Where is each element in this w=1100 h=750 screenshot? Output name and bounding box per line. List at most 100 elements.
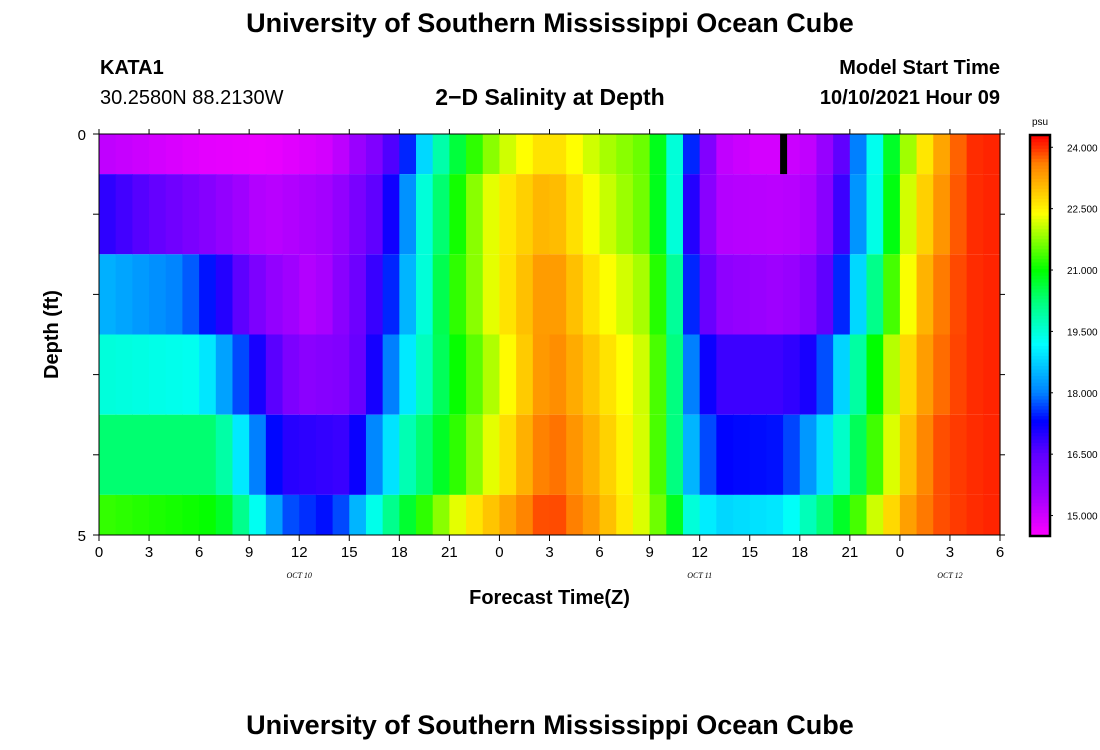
heatmap-cell xyxy=(883,254,901,335)
heatmap-cell xyxy=(432,254,450,335)
x-tick-label: 21 xyxy=(441,544,458,561)
heatmap-cell xyxy=(783,494,801,535)
current-time-marker xyxy=(780,134,788,175)
heatmap-cell xyxy=(115,174,133,255)
heatmap-cell xyxy=(516,174,534,255)
heatmap-cell xyxy=(349,414,367,495)
colorbar-segment xyxy=(1030,215,1050,220)
colorbar-segment xyxy=(1030,195,1050,199)
heatmap-cell xyxy=(382,134,400,175)
heatmap-cell xyxy=(699,134,717,175)
heatmap-cell xyxy=(733,494,751,535)
heatmap-cell xyxy=(883,134,901,175)
heatmap-cell xyxy=(165,174,184,255)
heatmap-cell xyxy=(199,134,217,175)
heatmap-cell xyxy=(632,494,651,535)
colorbar-segment xyxy=(1030,355,1050,360)
heatmap-cell xyxy=(532,174,551,255)
plot-title: 2−D Salinity at Depth xyxy=(435,84,665,110)
heatmap-cell xyxy=(265,174,284,255)
date-label: OCT 11 xyxy=(687,571,712,580)
heatmap-cell xyxy=(699,494,717,535)
heatmap-cell xyxy=(115,414,133,495)
heatmap-cell xyxy=(816,414,834,495)
heatmap-cell xyxy=(883,174,901,255)
heatmap-cell xyxy=(649,414,667,495)
colorbar-segment xyxy=(1030,211,1050,216)
heatmap-cell xyxy=(416,174,434,255)
heatmap-cell xyxy=(532,334,551,415)
heatmap-cell xyxy=(332,254,350,335)
heatmap-cell xyxy=(766,494,784,535)
colorbar-segment xyxy=(1030,462,1050,467)
heatmap-cell xyxy=(949,494,968,535)
heatmap-cell xyxy=(866,134,884,175)
colorbar-segment xyxy=(1030,251,1050,256)
colorbar-unit-label: psu xyxy=(1032,117,1048,128)
heatmap-cell xyxy=(382,254,400,335)
colorbar-segment xyxy=(1030,155,1050,159)
colorbar-segment xyxy=(1030,158,1050,163)
heatmap-cell xyxy=(816,254,834,335)
heatmap-cell xyxy=(349,254,367,335)
colorbar-segment xyxy=(1030,469,1050,474)
heatmap-cell xyxy=(115,254,133,335)
colorbar-segment xyxy=(1030,295,1050,300)
heatmap-cell xyxy=(332,494,350,535)
heatmap-cell xyxy=(632,134,651,175)
colorbar-segment xyxy=(1030,352,1050,357)
colorbar-segment xyxy=(1030,455,1050,460)
heatmap-cell xyxy=(516,334,534,415)
heatmap-cell xyxy=(682,174,701,255)
heatmap-cell xyxy=(549,414,567,495)
colorbar-segment xyxy=(1030,175,1050,179)
heatmap-cell xyxy=(582,174,601,255)
colorbar-segment xyxy=(1030,362,1050,367)
heatmap-cell xyxy=(799,254,818,335)
heatmap-cell xyxy=(449,254,467,335)
colorbar-frame xyxy=(1028,133,1052,538)
colorbar-segment xyxy=(1030,509,1050,514)
x-tick-label: 9 xyxy=(245,544,253,561)
heatmap-cell xyxy=(532,414,551,495)
heatmap-cell xyxy=(199,174,217,255)
heatmap-cell xyxy=(265,494,284,535)
heatmap-cell xyxy=(833,494,851,535)
heatmap-cell xyxy=(799,134,818,175)
colorbar-segment xyxy=(1030,499,1050,504)
heatmap-cell xyxy=(466,174,484,255)
heatmap-cell xyxy=(883,414,901,495)
heatmap-cell xyxy=(933,174,951,255)
heatmap-cell xyxy=(549,134,567,175)
heatmap-cell xyxy=(99,494,117,535)
heatmap-cell xyxy=(132,414,150,495)
heatmap-cell xyxy=(599,334,617,415)
heatmap-cell xyxy=(466,134,484,175)
heatmap-cell xyxy=(249,334,267,415)
heatmap-cell xyxy=(699,174,717,255)
heatmap-cell xyxy=(215,254,234,335)
heatmap-cell xyxy=(516,254,534,335)
colorbar-segment xyxy=(1030,522,1050,527)
heatmap-cell xyxy=(132,134,150,175)
heatmap-cell xyxy=(199,334,217,415)
colorbar-segment xyxy=(1030,138,1050,143)
heatmap-cell xyxy=(199,254,217,335)
colorbar-tick-label: 21.000 xyxy=(1067,266,1098,277)
colorbar-segment xyxy=(1030,305,1050,310)
date-label: OCT 10 xyxy=(287,571,312,580)
colorbar-segment xyxy=(1030,459,1050,463)
colorbar-segment xyxy=(1030,525,1050,530)
colorbar-segment xyxy=(1030,285,1050,290)
heatmap-cell xyxy=(332,414,350,495)
heatmap-cell xyxy=(849,334,868,415)
heatmap-cell xyxy=(783,414,801,495)
colorbar-segment xyxy=(1030,382,1050,387)
colorbar-segment xyxy=(1030,208,1050,213)
colorbar-segment xyxy=(1030,345,1050,350)
heatmap-cell xyxy=(232,254,250,335)
colorbar-segment xyxy=(1030,318,1050,323)
heatmap-cell xyxy=(215,334,234,415)
heatmap-cell xyxy=(466,414,484,495)
heatmap-cell xyxy=(115,134,133,175)
